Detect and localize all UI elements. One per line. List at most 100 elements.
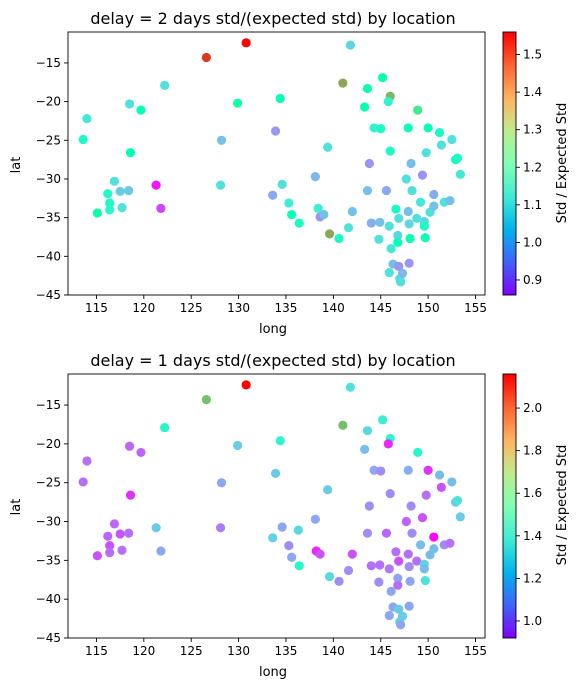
chart-title-2: delay = 1 days std/(expected std) by loc… bbox=[90, 351, 455, 370]
scatter-point bbox=[284, 541, 294, 551]
scatter-point bbox=[406, 158, 416, 169]
scatter-point bbox=[268, 533, 278, 543]
colorbar-tick-label: 1.2 bbox=[523, 571, 542, 585]
x-tick-label: 125 bbox=[180, 644, 203, 658]
y-tick-label: −45 bbox=[36, 631, 61, 645]
colorbar-tick-label: 1.0 bbox=[523, 614, 542, 628]
y-tick-label: −40 bbox=[36, 249, 61, 263]
y-tick-label: −20 bbox=[36, 437, 61, 451]
scatter-point bbox=[115, 186, 125, 196]
plot-frame bbox=[67, 373, 486, 639]
scatter-point bbox=[324, 572, 335, 582]
chart-panel-2: delay = 1 days std/(expected std) by loc… bbox=[9, 351, 570, 680]
scatter-point bbox=[345, 40, 356, 50]
colorbar-tick-label: 2.0 bbox=[523, 401, 542, 415]
scatter-point bbox=[215, 180, 226, 190]
scatter-point bbox=[420, 575, 430, 586]
scatter-point bbox=[375, 560, 385, 570]
colorbar-tick-label: 1.0 bbox=[523, 235, 542, 249]
scatter-point bbox=[397, 268, 408, 278]
scatter-point bbox=[160, 422, 170, 433]
scatter-point bbox=[275, 93, 285, 104]
scatter-point bbox=[403, 549, 413, 559]
scatter-point bbox=[277, 522, 287, 532]
scatter-point bbox=[362, 83, 373, 94]
colorbar-tick-label: 1.5 bbox=[523, 48, 542, 62]
scatter-point bbox=[241, 380, 251, 390]
colorbar-tick-label: 1.3 bbox=[523, 123, 542, 137]
scatter-point bbox=[421, 148, 431, 158]
scatter-point bbox=[82, 456, 92, 466]
y-tick-label: −30 bbox=[36, 515, 61, 529]
scatter-point bbox=[374, 577, 384, 587]
scatter-point bbox=[375, 217, 385, 227]
scatter-point bbox=[407, 185, 417, 196]
scatter-point bbox=[396, 620, 406, 630]
scatter-point bbox=[452, 153, 463, 163]
scatter-point bbox=[343, 223, 354, 233]
scatter-point bbox=[393, 573, 403, 583]
scatter-point bbox=[436, 140, 447, 150]
scatter-point bbox=[287, 552, 297, 562]
scatter-point bbox=[105, 205, 115, 215]
scatter-point bbox=[362, 528, 373, 538]
scatter-point bbox=[436, 482, 447, 492]
scatter-point bbox=[386, 586, 396, 597]
colorbar-tick-label: 1.6 bbox=[523, 486, 542, 500]
scatter-point bbox=[201, 395, 211, 405]
scatter-point bbox=[423, 465, 433, 475]
scatter-point bbox=[313, 203, 323, 213]
scatter-point bbox=[434, 470, 445, 480]
colorbar-tick-label: 1.2 bbox=[523, 160, 542, 174]
scatter-point bbox=[78, 477, 88, 487]
scatter-point bbox=[406, 501, 416, 511]
scatter-point bbox=[429, 201, 439, 211]
scatter-point bbox=[125, 148, 136, 158]
y-tick-label: −35 bbox=[36, 211, 61, 225]
scatter-point bbox=[277, 179, 287, 189]
scatter-point bbox=[125, 441, 135, 451]
scatter-point bbox=[419, 221, 429, 231]
scatter-point bbox=[383, 97, 393, 107]
scatter-point bbox=[294, 218, 304, 228]
scatter-point bbox=[347, 549, 357, 559]
chart-panel-1: delay = 2 days std/(expected std) by loc… bbox=[9, 9, 570, 337]
scatter-point bbox=[360, 102, 370, 112]
scatter-point bbox=[275, 436, 285, 446]
scatter-point bbox=[151, 180, 161, 190]
scatter-point bbox=[323, 485, 333, 495]
scatter-point bbox=[401, 174, 411, 184]
scatter-point bbox=[404, 601, 414, 611]
scatter-point bbox=[310, 514, 320, 524]
scatter-point bbox=[105, 547, 115, 558]
scatter-point bbox=[381, 528, 392, 538]
scatter-point bbox=[393, 580, 403, 590]
scatter-point bbox=[396, 277, 406, 287]
scatter-point bbox=[334, 576, 344, 586]
scatter-point bbox=[109, 176, 120, 186]
scatter-point bbox=[385, 488, 395, 499]
x-tick-label: 140 bbox=[322, 644, 345, 658]
scatter-point bbox=[401, 516, 411, 527]
scatter-point bbox=[413, 447, 423, 458]
colorbar-gradient bbox=[502, 31, 517, 296]
scatter-point bbox=[310, 172, 320, 182]
scatter-point bbox=[319, 209, 329, 220]
scatter-point bbox=[394, 261, 404, 271]
scatter-point bbox=[216, 478, 227, 488]
scatter-point bbox=[405, 576, 415, 586]
scatter-point bbox=[384, 564, 394, 574]
colorbar-tick-label: 1.4 bbox=[523, 529, 542, 543]
scatter-point bbox=[384, 221, 394, 231]
y-tick-label: −35 bbox=[36, 553, 61, 567]
x-tick-label: 130 bbox=[227, 301, 250, 315]
scatter-point bbox=[92, 208, 102, 218]
scatter-point bbox=[434, 127, 445, 138]
scatter-point bbox=[287, 209, 297, 220]
scatter-point bbox=[284, 198, 294, 208]
x-tick-label: 135 bbox=[275, 301, 298, 315]
scatter-point bbox=[412, 556, 422, 566]
x-tick-label: 130 bbox=[227, 644, 250, 658]
x-tick-label: 155 bbox=[464, 644, 487, 658]
